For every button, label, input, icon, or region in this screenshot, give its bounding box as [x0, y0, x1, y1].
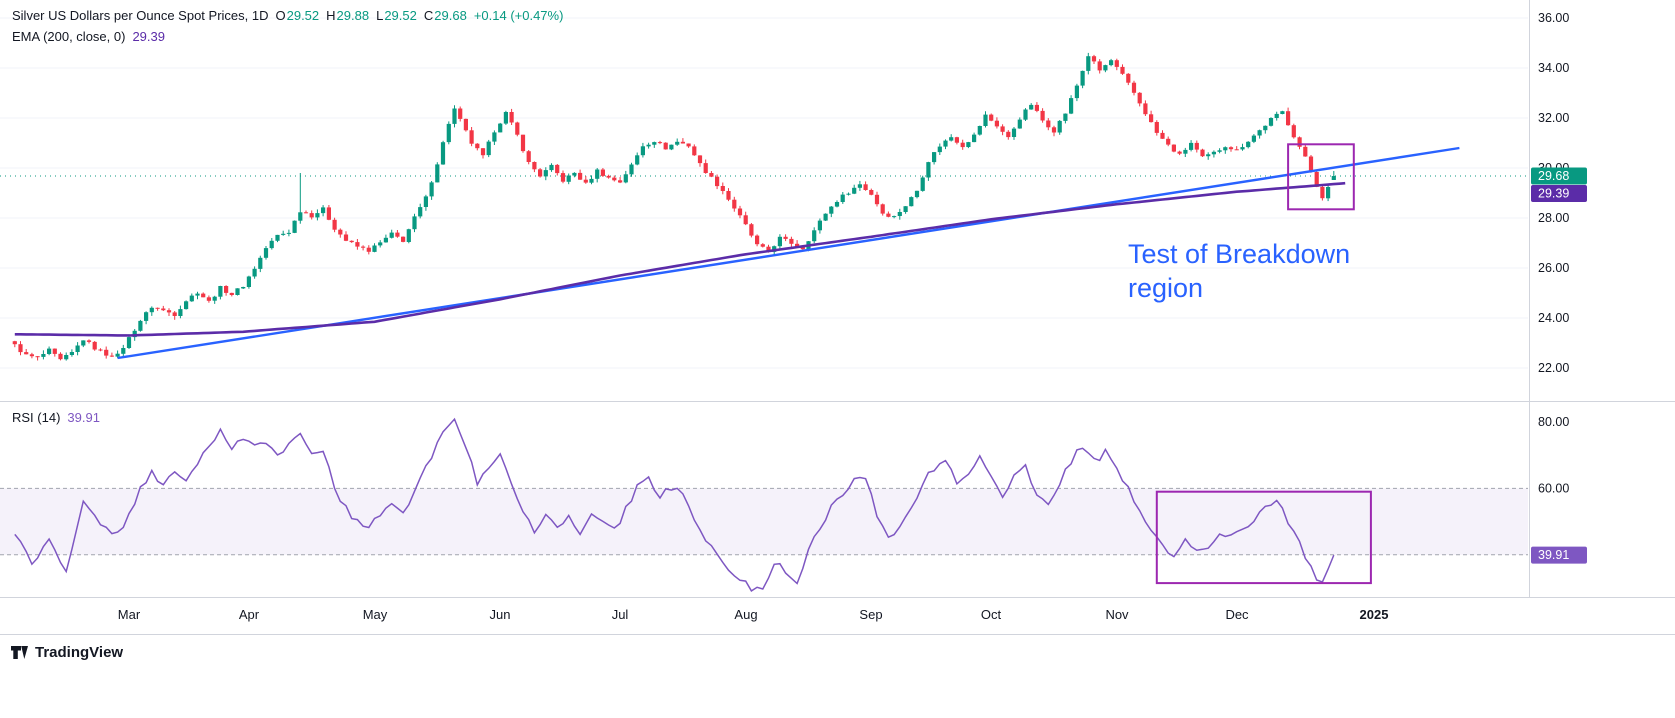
tradingview-brand-text[interactable]: TradingView	[35, 644, 124, 661]
svg-text:29.68: 29.68	[1538, 169, 1569, 183]
time-axis-label-dec: Dec	[1225, 607, 1249, 622]
price-change: +0.14 (+0.47%)	[473, 8, 564, 23]
breakdown-annotation-text[interactable]: Test of Breakdown region	[1128, 239, 1351, 303]
rsi-pane: 80.00 60.00 39.91 RSI (14) 39.91	[0, 402, 1675, 598]
price-chart-canvas[interactable]: 22.0024.0026.0028.0030.0032.0034.0036.00…	[0, 0, 1675, 402]
time-axis-label-apr: Apr	[238, 607, 260, 622]
time-axis-label-nov: Nov	[1105, 607, 1129, 622]
svg-text:34.00: 34.00	[1538, 61, 1569, 75]
rsi-legend-row: RSI (14) 39.91	[12, 410, 100, 425]
price-legend: Silver US Dollars per Ounce Spot Prices,…	[12, 8, 563, 50]
time-axis-label-sep: Sep	[859, 607, 883, 622]
ema-value: 29.39	[132, 29, 165, 44]
ohlc-high: H 29.88	[326, 8, 370, 23]
rsi-legend: RSI (14) 39.91	[12, 410, 100, 431]
symbol-title: Silver US Dollars per Ounce Spot Prices,…	[12, 8, 269, 23]
svg-text:80.00: 80.00	[1538, 415, 1569, 429]
time-axis-label-jun: Jun	[489, 607, 511, 622]
ohlc-low: L 29.52	[376, 8, 417, 23]
rsi-value: 39.91	[67, 410, 100, 425]
svg-text:60.00: 60.00	[1538, 481, 1569, 495]
svg-text:36.00: 36.00	[1538, 11, 1569, 25]
time-axis-label-2025: 2025	[1359, 607, 1389, 622]
tradingview-logo-icon[interactable]	[10, 643, 29, 662]
ema-label: EMA (200, close, 0)	[12, 29, 126, 44]
price-pane: 22.0024.0026.0028.0030.0032.0034.0036.00…	[0, 0, 1675, 402]
time-axis-label-aug: Aug	[734, 607, 758, 622]
ohlc-open: O 29.52	[275, 8, 320, 23]
ohlc-close: C 29.68	[423, 8, 467, 23]
svg-text:24.00: 24.00	[1538, 311, 1569, 325]
rsi-label: RSI (14)	[12, 410, 61, 425]
svg-text:22.00: 22.00	[1538, 361, 1569, 375]
time-axis-label-mar: Mar	[117, 607, 141, 622]
rsi-chart-canvas[interactable]: 80.00 60.00 39.91	[0, 402, 1675, 598]
svg-text:29.39: 29.39	[1538, 187, 1569, 201]
symbol-legend-row: Silver US Dollars per Ounce Spot Prices,…	[12, 8, 563, 23]
time-axis-label-may: May	[362, 607, 388, 622]
time-axis-label-oct: Oct	[980, 607, 1002, 622]
time-axis[interactable]: Mar Apr May Jun Jul Aug Sep Oct Nov Dec 2025	[0, 598, 1675, 634]
svg-text:39.91: 39.91	[1538, 548, 1569, 562]
svg-text:32.00: 32.00	[1538, 111, 1569, 125]
footer: TradingView	[0, 634, 1675, 718]
svg-text:26.00: 26.00	[1538, 261, 1569, 275]
svg-text:28.00: 28.00	[1538, 211, 1569, 225]
time-axis-label-jul: Jul	[611, 607, 629, 622]
ema-legend-row: EMA (200, close, 0) 29.39	[12, 29, 563, 44]
